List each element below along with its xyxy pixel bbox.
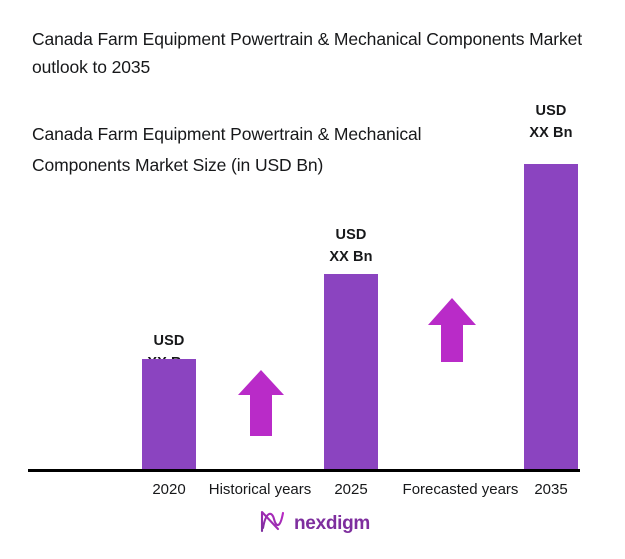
chart-plot-area: USD XX Bn USD XX Bn USD XX Bn: [28, 100, 598, 498]
page-title: Canada Farm Equipment Powertrain & Mecha…: [32, 29, 583, 77]
bar-value-label-2035: USD XX Bn: [504, 100, 598, 144]
bar-value-label-2020-line1: USD: [153, 333, 185, 349]
nexdigm-logo: nexdigm: [259, 508, 370, 539]
x-axis-line: [28, 469, 580, 472]
bar-value-label-2025-line1: USD: [335, 227, 367, 243]
nexdigm-logo-text: nexdigm: [294, 513, 371, 534]
nexdigm-wave-n-logo-icon: [259, 508, 287, 539]
bar-value-label-2025: USD XX Bn: [304, 224, 398, 268]
chart-subtitle: Canada Farm Equipment Powertrain & Mecha…: [32, 124, 422, 175]
axis-tick-forecasted-years: Forecasted years: [402, 481, 519, 498]
axis-tick-2035: 2035: [534, 481, 568, 498]
bar-2020: [142, 359, 196, 469]
axis-tick-historical-years: Historical years: [208, 481, 312, 498]
axis-tick-2020: 2020: [152, 481, 186, 498]
axis-tick-2025: 2025: [334, 481, 368, 498]
bar-value-label-2035-line1: USD: [535, 103, 567, 119]
bar-2035: [524, 164, 578, 469]
growth-up-arrow-historical-icon: [238, 370, 284, 436]
bar-value-label-2035-line2: XX Bn: [529, 125, 573, 141]
bar-2025: [324, 274, 378, 469]
bar-value-label-2025-line2: XX Bn: [329, 249, 373, 265]
growth-up-arrow-forecasted-icon: [428, 298, 476, 362]
